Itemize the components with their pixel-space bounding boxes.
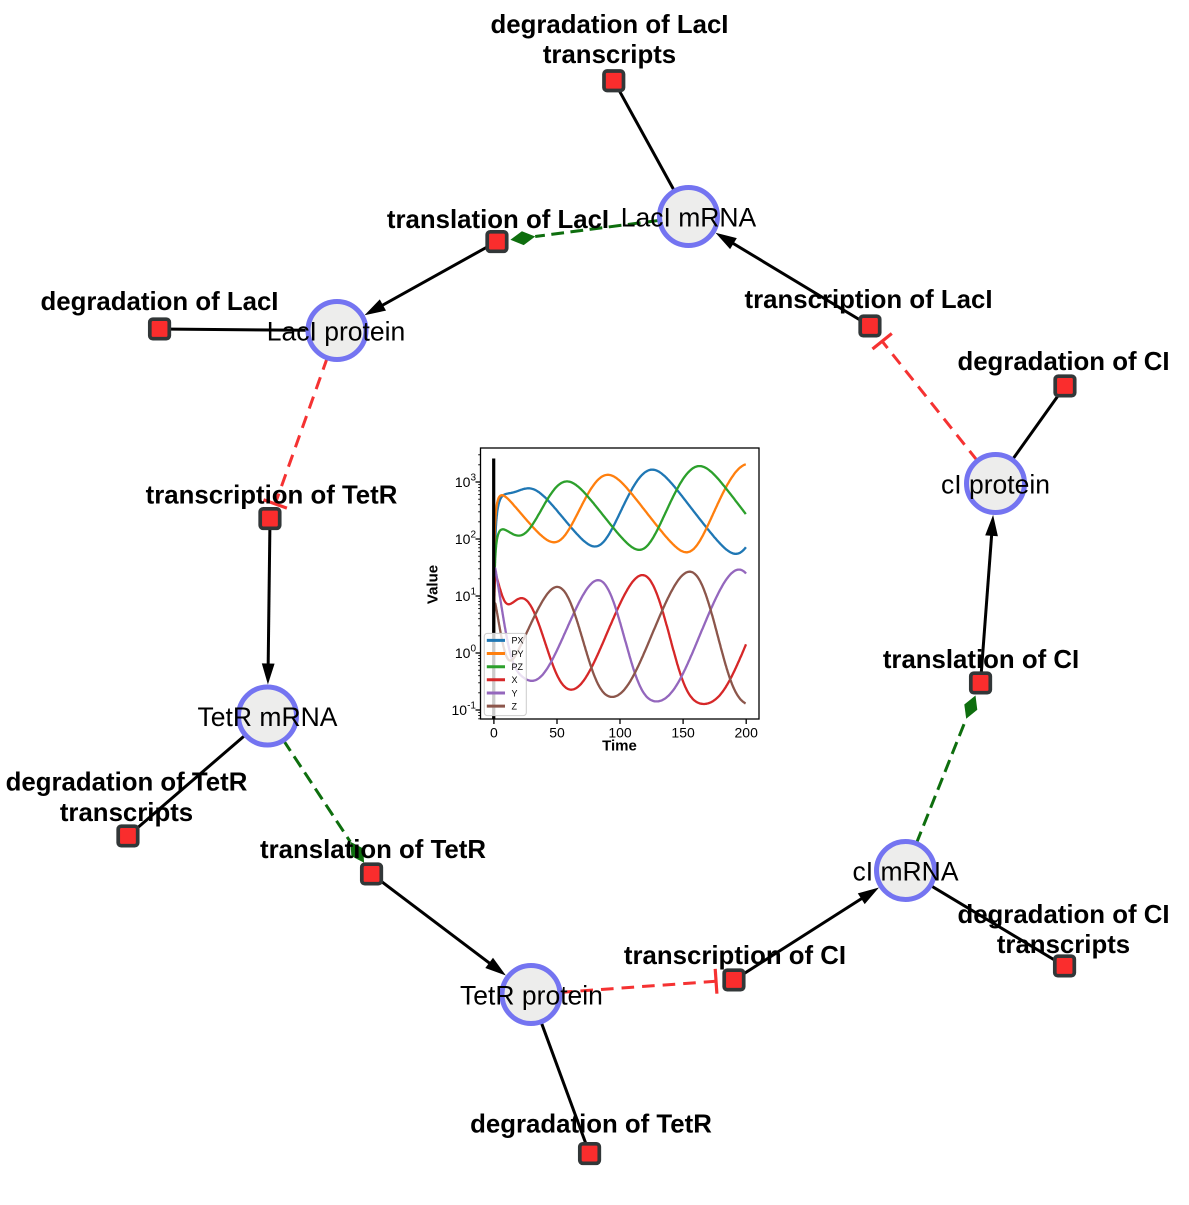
- svg-text:TetR protein: TetR protein: [460, 981, 603, 1011]
- svg-text:Value: Value: [425, 565, 442, 604]
- svg-text:transcription of LacI: transcription of LacI: [745, 286, 993, 314]
- svg-text:PX: PX: [512, 636, 524, 646]
- svg-text:PZ: PZ: [512, 662, 524, 672]
- svg-text:degradation of LacI: degradation of LacI: [491, 11, 729, 39]
- svg-text:0: 0: [490, 725, 498, 741]
- svg-text:transcripts: transcripts: [60, 799, 193, 827]
- svg-text:200: 200: [735, 725, 759, 741]
- svg-text:transcription of TetR: transcription of TetR: [146, 482, 398, 510]
- svg-text:degradation of CI: degradation of CI: [957, 348, 1169, 376]
- svg-text:transcription of CI: transcription of CI: [624, 942, 846, 970]
- svg-text:degradation of TetR: degradation of TetR: [6, 769, 248, 797]
- svg-text:degradation of TetR: degradation of TetR: [470, 1111, 712, 1139]
- svg-text:150: 150: [671, 725, 695, 741]
- svg-text:transcripts: transcripts: [997, 931, 1130, 959]
- svg-text:translation of LacI: translation of LacI: [387, 206, 609, 234]
- svg-text:PY: PY: [512, 649, 524, 659]
- svg-text:Z: Z: [512, 701, 518, 711]
- svg-text:TetR mRNA: TetR mRNA: [198, 702, 338, 732]
- svg-text:Time: Time: [602, 738, 637, 755]
- svg-text:translation of TetR: translation of TetR: [260, 836, 486, 864]
- svg-text:100: 100: [608, 725, 632, 741]
- svg-text:LacI mRNA: LacI mRNA: [621, 203, 757, 233]
- svg-text:degradation of LacI: degradation of LacI: [41, 288, 279, 316]
- svg-text:cI protein: cI protein: [941, 470, 1050, 500]
- svg-text:X: X: [512, 675, 518, 685]
- svg-text:degradation of CI: degradation of CI: [957, 901, 1169, 929]
- svg-text:cI mRNA: cI mRNA: [853, 857, 959, 887]
- svg-text:translation of CI: translation of CI: [883, 646, 1079, 674]
- svg-text:50: 50: [549, 725, 565, 741]
- svg-text:transcripts: transcripts: [543, 41, 676, 69]
- svg-text:Y: Y: [512, 688, 518, 698]
- svg-text:LacI protein: LacI protein: [267, 317, 405, 347]
